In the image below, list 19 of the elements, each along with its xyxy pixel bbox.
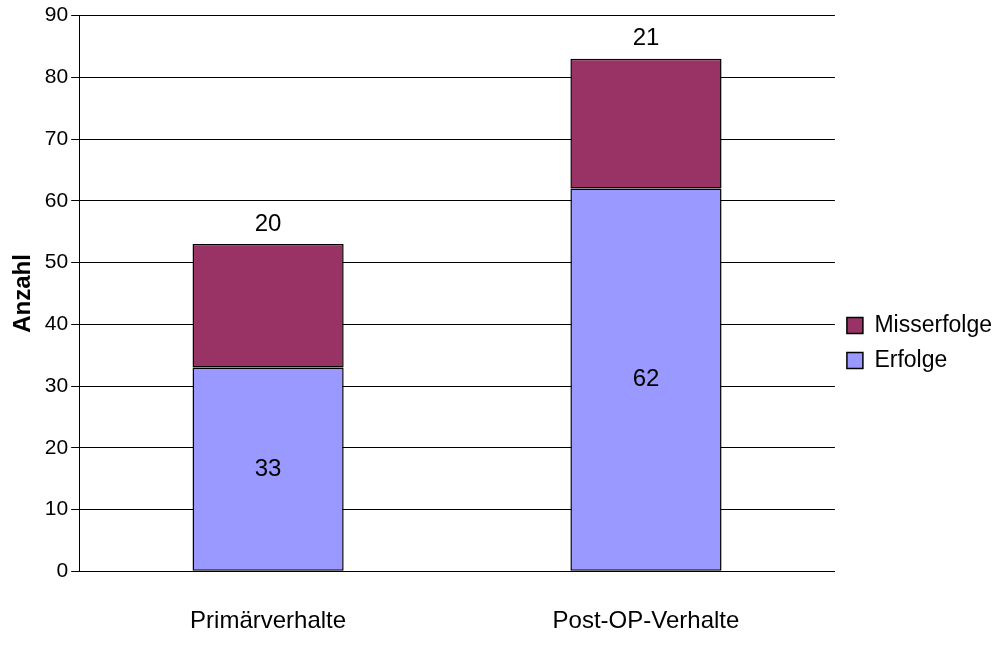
data-label: 21 (632, 23, 660, 51)
legend-label: Misserfolge (874, 310, 993, 337)
y-tick-label: 60 (44, 187, 69, 211)
y-tick-label: 20 (44, 434, 69, 458)
x-tick-label: Post-OP-Verhalte (552, 606, 740, 634)
data-label: 62 (632, 364, 660, 392)
y-tick-label: 90 (44, 2, 69, 26)
x-tick-label: Primärverhalte (190, 606, 347, 634)
y-axis-title: Anzahl (8, 254, 36, 333)
y-tick-label: 80 (44, 64, 69, 88)
y-tick-label: 30 (44, 372, 69, 396)
y-tick-label: 0 (56, 558, 69, 581)
data-label: 33 (254, 453, 282, 481)
data-label: 20 (254, 208, 282, 236)
y-tick-label: 10 (44, 496, 69, 520)
y-tick-label: 40 (44, 311, 69, 335)
legend-label: Erfolge (874, 345, 948, 372)
y-tick-label: 70 (44, 125, 69, 149)
y-tick-label: 50 (44, 249, 69, 273)
